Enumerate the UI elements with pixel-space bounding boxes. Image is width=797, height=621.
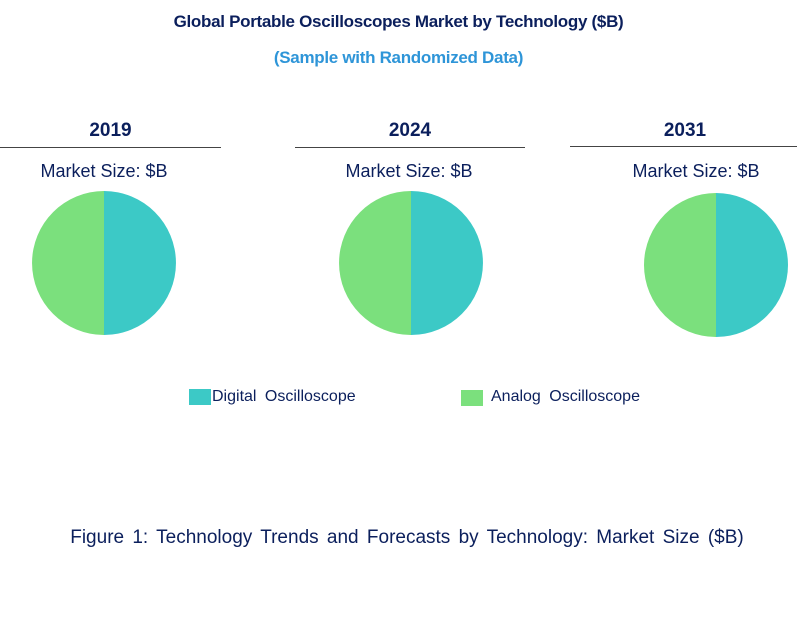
legend-swatch-digital bbox=[189, 389, 211, 405]
legend-swatch-analog bbox=[461, 390, 483, 406]
year-label-2024: 2024 bbox=[388, 120, 432, 141]
chart-subtitle: (Sample with Randomized Data) bbox=[273, 48, 524, 67]
market-size-label: Market Size: $B bbox=[40, 161, 168, 181]
pie-slice-2019-digital-oscilloscope bbox=[104, 191, 176, 335]
year-label-2019: 2019 bbox=[89, 120, 132, 141]
pie-slice-2024-analog-oscilloscope bbox=[339, 191, 411, 335]
market-size-label: Market Size: $B bbox=[345, 161, 473, 181]
legend-label-digital: Digital Oscilloscope bbox=[212, 388, 356, 405]
legend-label-analog: Analog Oscilloscope bbox=[491, 388, 640, 405]
year-divider bbox=[295, 147, 525, 148]
year-label-2031: 2031 bbox=[663, 120, 707, 141]
market-size-label: Market Size: $B bbox=[632, 161, 760, 181]
chart-title: Global Portable Oscilloscopes Market by … bbox=[173, 12, 624, 31]
year-divider bbox=[0, 147, 221, 148]
year-divider bbox=[570, 146, 797, 147]
pie-slice-2019-analog-oscilloscope bbox=[32, 191, 104, 335]
figure-caption: Figure 1: Technology Trends and Forecast… bbox=[70, 527, 744, 548]
pie-slice-2024-digital-oscilloscope bbox=[411, 191, 483, 335]
pie-slice-2031-digital-oscilloscope bbox=[716, 193, 788, 337]
pie-slice-2031-analog-oscilloscope bbox=[644, 193, 716, 337]
